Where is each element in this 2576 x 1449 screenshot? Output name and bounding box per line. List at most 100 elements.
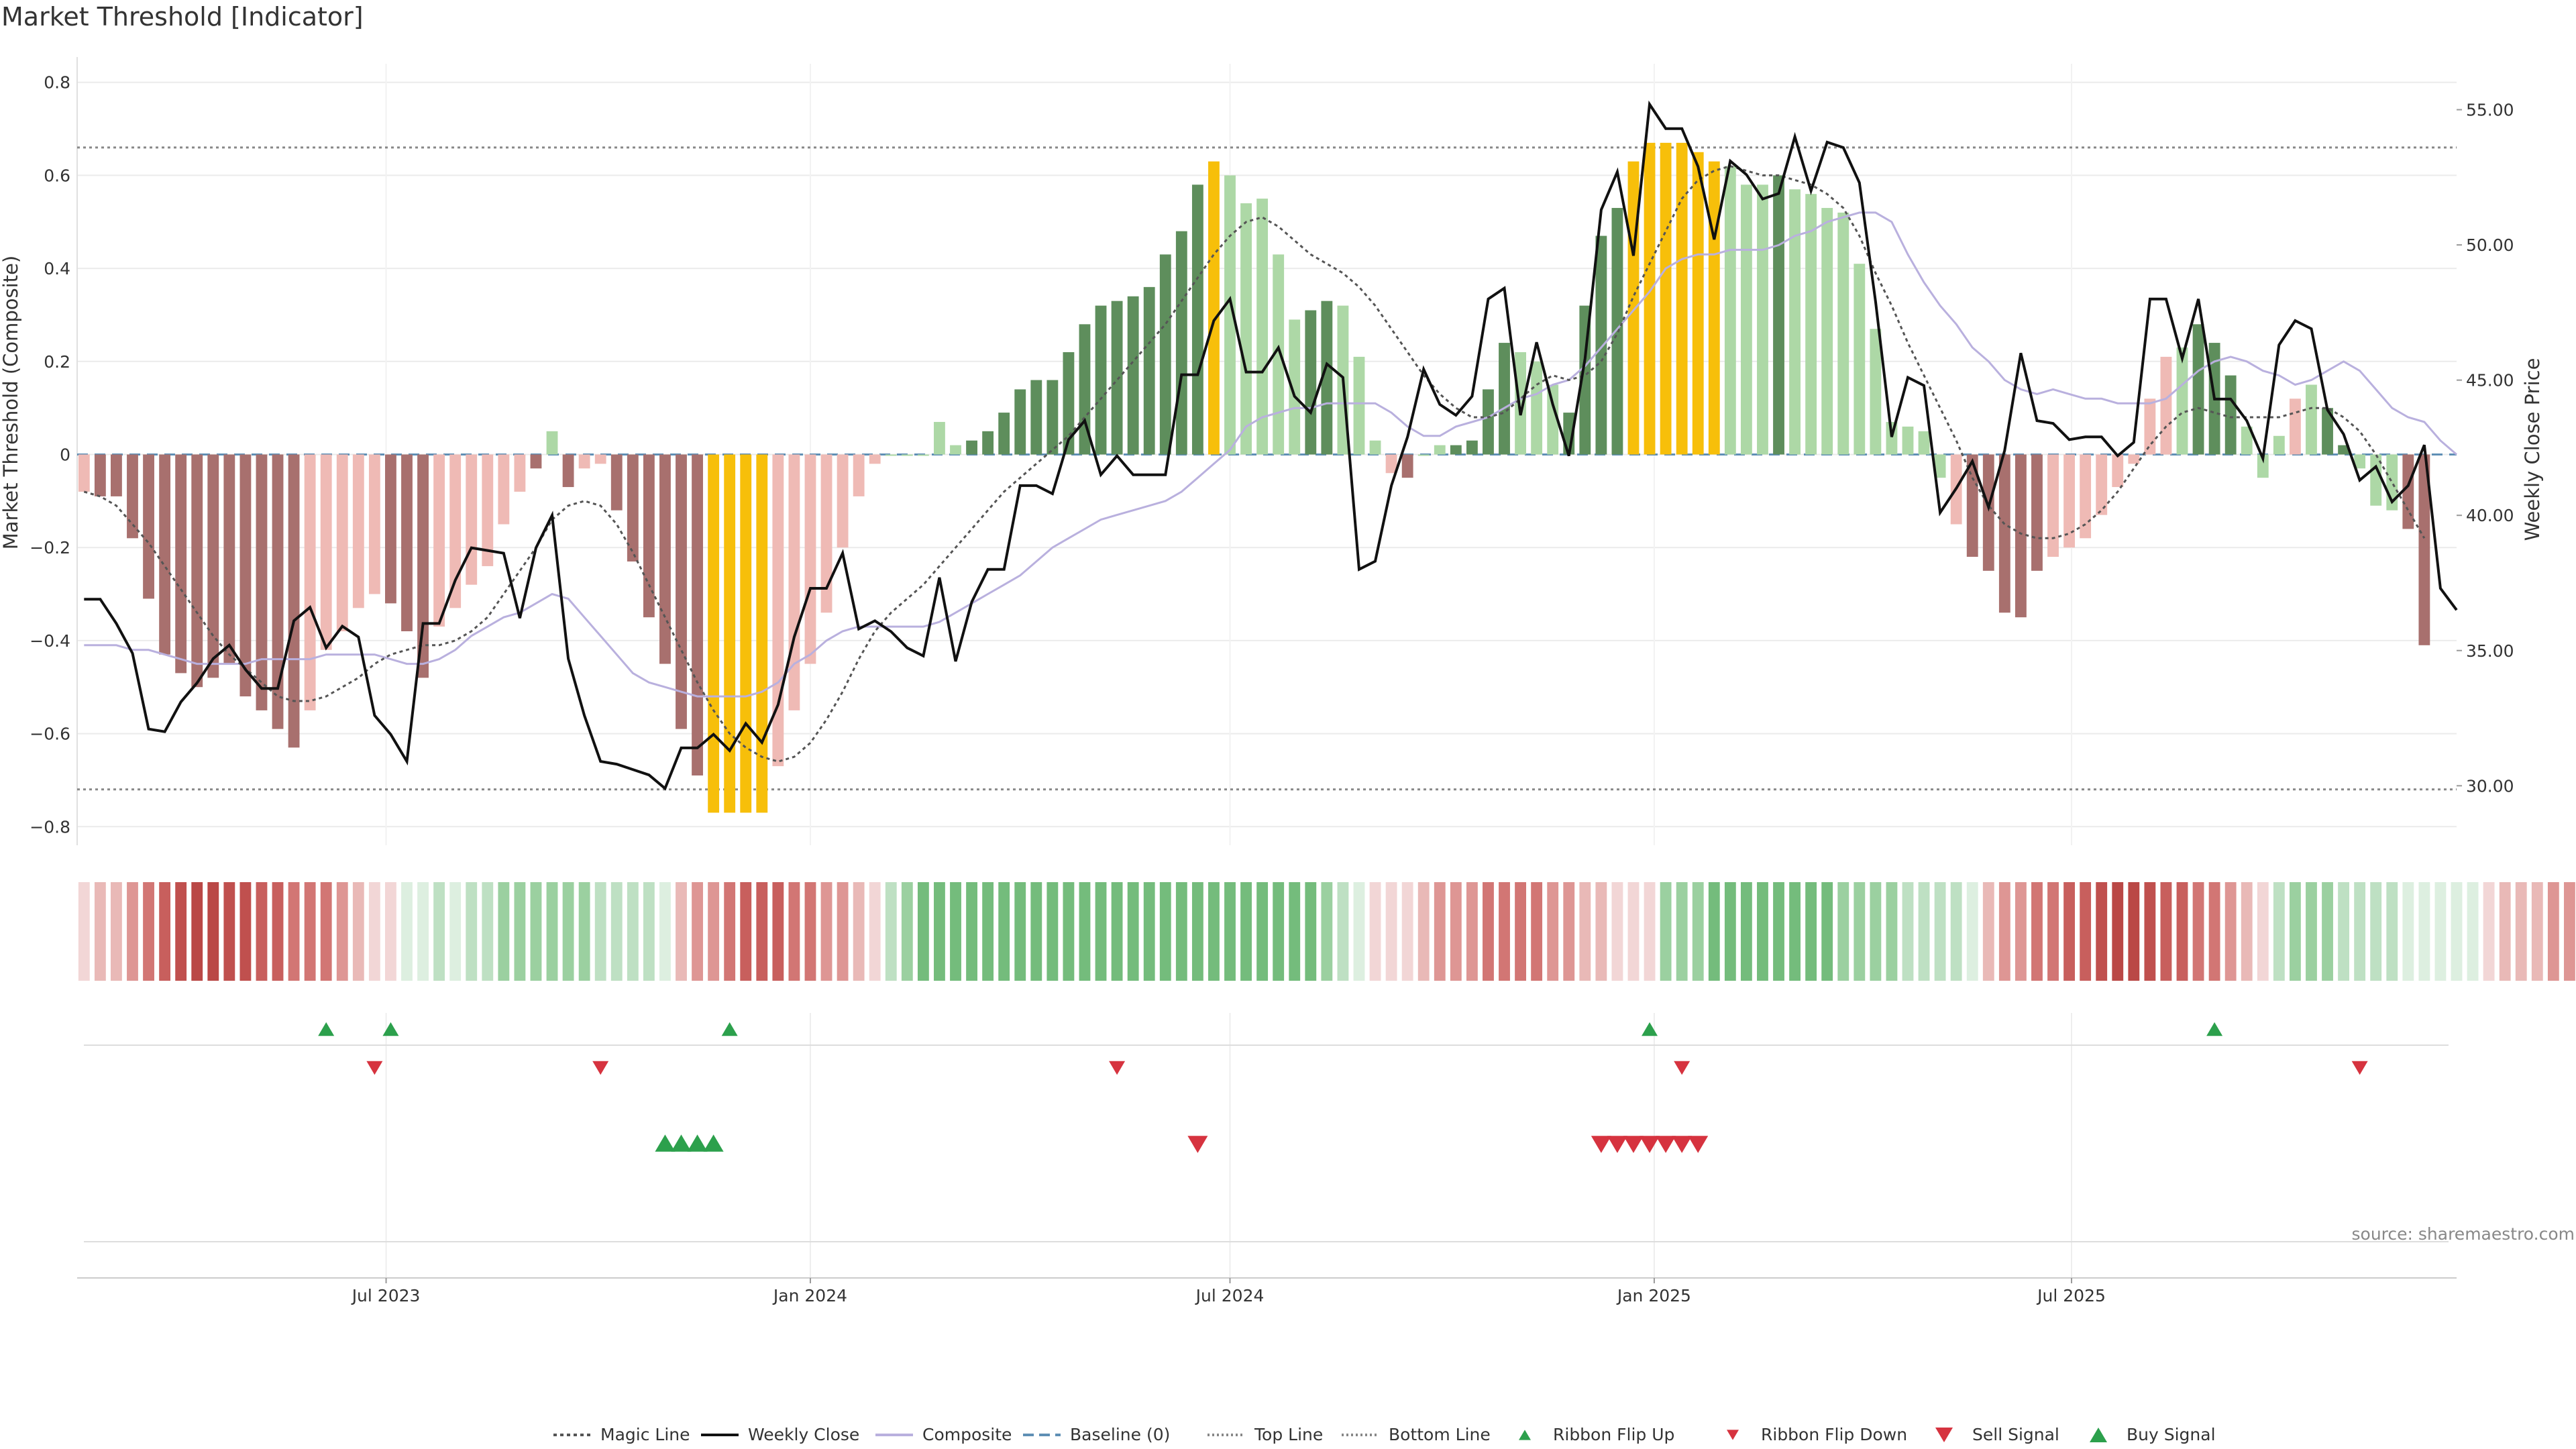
ribbon-cell [2241,882,2253,981]
ribbon-cell [1208,882,1220,981]
ribbon-flip-up-marker [2206,1022,2223,1036]
sell-signal-marker [1656,1136,1676,1153]
ribbon-cell [1789,882,1801,981]
composite-bar [2192,324,2204,455]
composite-bar [982,431,994,455]
composite-bar [1208,161,1220,455]
y-tick-label-left: 0 [60,445,70,465]
composite-bar [223,454,235,664]
composite-bar [869,454,881,464]
ribbon-cell [159,882,171,981]
ribbon-cell [111,882,122,981]
composite-bar [1515,352,1526,455]
ribbon-cell [175,882,187,981]
ribbon-cell [1224,882,1236,981]
sell-signal-marker [1607,1136,1627,1153]
ribbon-cell [433,882,445,981]
ribbon-cell [191,882,203,981]
ribbon-cell [1127,882,1139,981]
x-tick-label: Jul 2025 [2036,1286,2106,1305]
ribbon-cell [2547,882,2559,981]
ribbon-cell [1918,882,1930,981]
composite-bar [385,454,396,604]
composite-bar [1821,207,1833,455]
ribbon-cell [256,882,268,981]
composite-bar [1466,440,1478,455]
composite-bar [1063,352,1075,455]
composite-bar [1191,184,1203,455]
composite-bar [1450,445,1462,455]
ribbon-cell [901,882,913,981]
ribbon-cell [2047,882,2059,981]
ribbon-cell [1547,882,1559,981]
ribbon-cell [304,882,316,981]
composite-bar [320,454,332,650]
composite-bar [853,454,865,496]
ribbon-cell [578,882,590,981]
ribbon-cell [1660,882,1672,981]
ribbon-flip-down-marker [2351,1061,2368,1075]
ribbon-flip-up-marker [318,1022,335,1036]
ribbon-cell [2370,882,2382,981]
ribbon-cell [2273,882,2285,981]
composite-bar [917,454,929,456]
composite-bar [514,454,526,492]
ribbon-cell [466,882,478,981]
ribbon-cell [788,882,800,981]
ribbon-flip-up-marker [721,1022,738,1036]
ribbon-cell [1401,882,1413,981]
composite-bar [1305,310,1317,455]
composite-bar [159,454,171,655]
ribbon-cell [950,882,961,981]
ribbon-cell [2338,882,2350,981]
sell-signal-marker [1623,1136,1644,1153]
ribbon-cell [1030,882,1042,981]
ribbon-cell [1821,882,1833,981]
ribbon-cell [1579,882,1591,981]
ribbon-cell [1837,882,1849,981]
legend-swatch [1519,1430,1531,1440]
y-tick-label-right: 55.00 [2466,101,2514,120]
x-tick-label: Jul 2024 [1195,1286,1265,1305]
ribbon-flip-up-marker [382,1022,399,1036]
composite-bar [2128,454,2140,464]
y-tick-label-right: 40.00 [2466,506,2514,525]
composite-bar [1111,301,1123,455]
composite-bar [2080,454,2092,539]
composite-bar [676,454,687,729]
sell-signal-marker [1672,1136,1693,1153]
composite-bar [1159,254,1171,455]
legend-label: Ribbon Flip Down [1761,1425,1907,1444]
composite-bar [1417,454,1430,456]
legend-swatch [2090,1427,2107,1443]
ribbon-cell [853,882,865,981]
ribbon-cell [127,882,138,981]
composite-bar [530,454,542,469]
composite-bar [449,454,462,608]
composite-bar [2289,398,2301,455]
y-tick-label-left: 0.6 [44,166,70,185]
y-tick-label-left: −0.4 [30,631,70,651]
ribbon-cell [2418,882,2430,981]
composite-bar [2031,454,2043,571]
composite-bar [1870,329,1882,455]
ribbon-cell [352,882,364,981]
ribbon-cell [2031,882,2043,981]
composite-bar [94,454,106,496]
ribbon-cell [2531,882,2543,981]
composite-bar [885,454,897,456]
y-tick-label-right: 45.00 [2466,371,2514,390]
ribbon-cell [1321,882,1333,981]
ribbon-cell [143,882,154,981]
composite-bar [1014,389,1026,455]
ribbon-cell [1724,882,1736,981]
ribbon-cell [2015,882,2027,981]
axes: 0.8 0.6 0.4 0.2 0 −0.2 −0.4 −0.6 −0.8 55.00 50.00 4… [30,73,2514,1305]
ribbon-cell [530,882,542,981]
ribbon-cell [1854,882,1866,981]
ribbon-cell [272,882,284,981]
composite-bar [610,454,623,511]
composite-bar [1240,203,1252,455]
ribbon-cell [482,882,494,981]
